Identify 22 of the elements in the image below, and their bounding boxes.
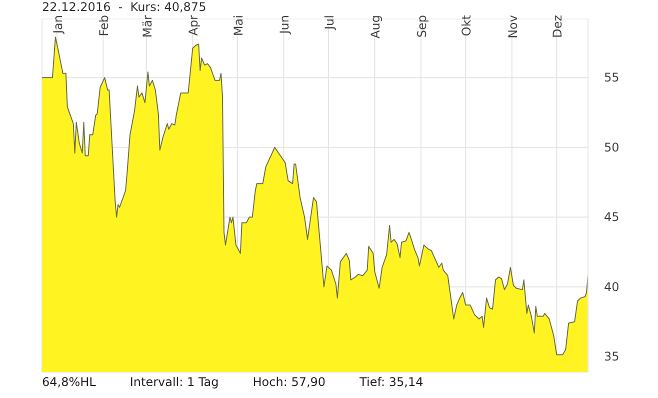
text: Intervall: 1 Tag (130, 375, 219, 389)
x-tick-label: Jan (50, 15, 65, 34)
x-tick-label: Nov (506, 15, 520, 38)
x-tick-label: Okt (460, 14, 474, 36)
y-tick-label: 50 (604, 140, 620, 154)
x-tick-label: Apr (186, 14, 201, 36)
x-tick-label: Jun (278, 15, 292, 35)
text: Tief: 35,14 (360, 375, 424, 389)
y-tick-label: 55 (604, 70, 620, 85)
y-tick-label: 35 (604, 350, 620, 364)
x-tick-label: Jul (322, 15, 336, 30)
x-tick-label: Mär (140, 14, 154, 38)
text: 64,8%HL (42, 375, 96, 389)
x-tick-label: Dez (550, 15, 565, 38)
chart-title: 22.12.2016 - Kurs: 40,875 (42, 0, 206, 14)
x-tick-label: Feb (97, 15, 112, 36)
y-tick-label: 45 (604, 210, 620, 224)
x-tick-label: Mai (231, 15, 246, 36)
y-tick-label: 40 (604, 280, 620, 294)
x-tick-label: Aug (368, 15, 383, 38)
x-tick-label: Sep (414, 15, 429, 38)
text: Hoch: 57,90 (252, 375, 326, 389)
